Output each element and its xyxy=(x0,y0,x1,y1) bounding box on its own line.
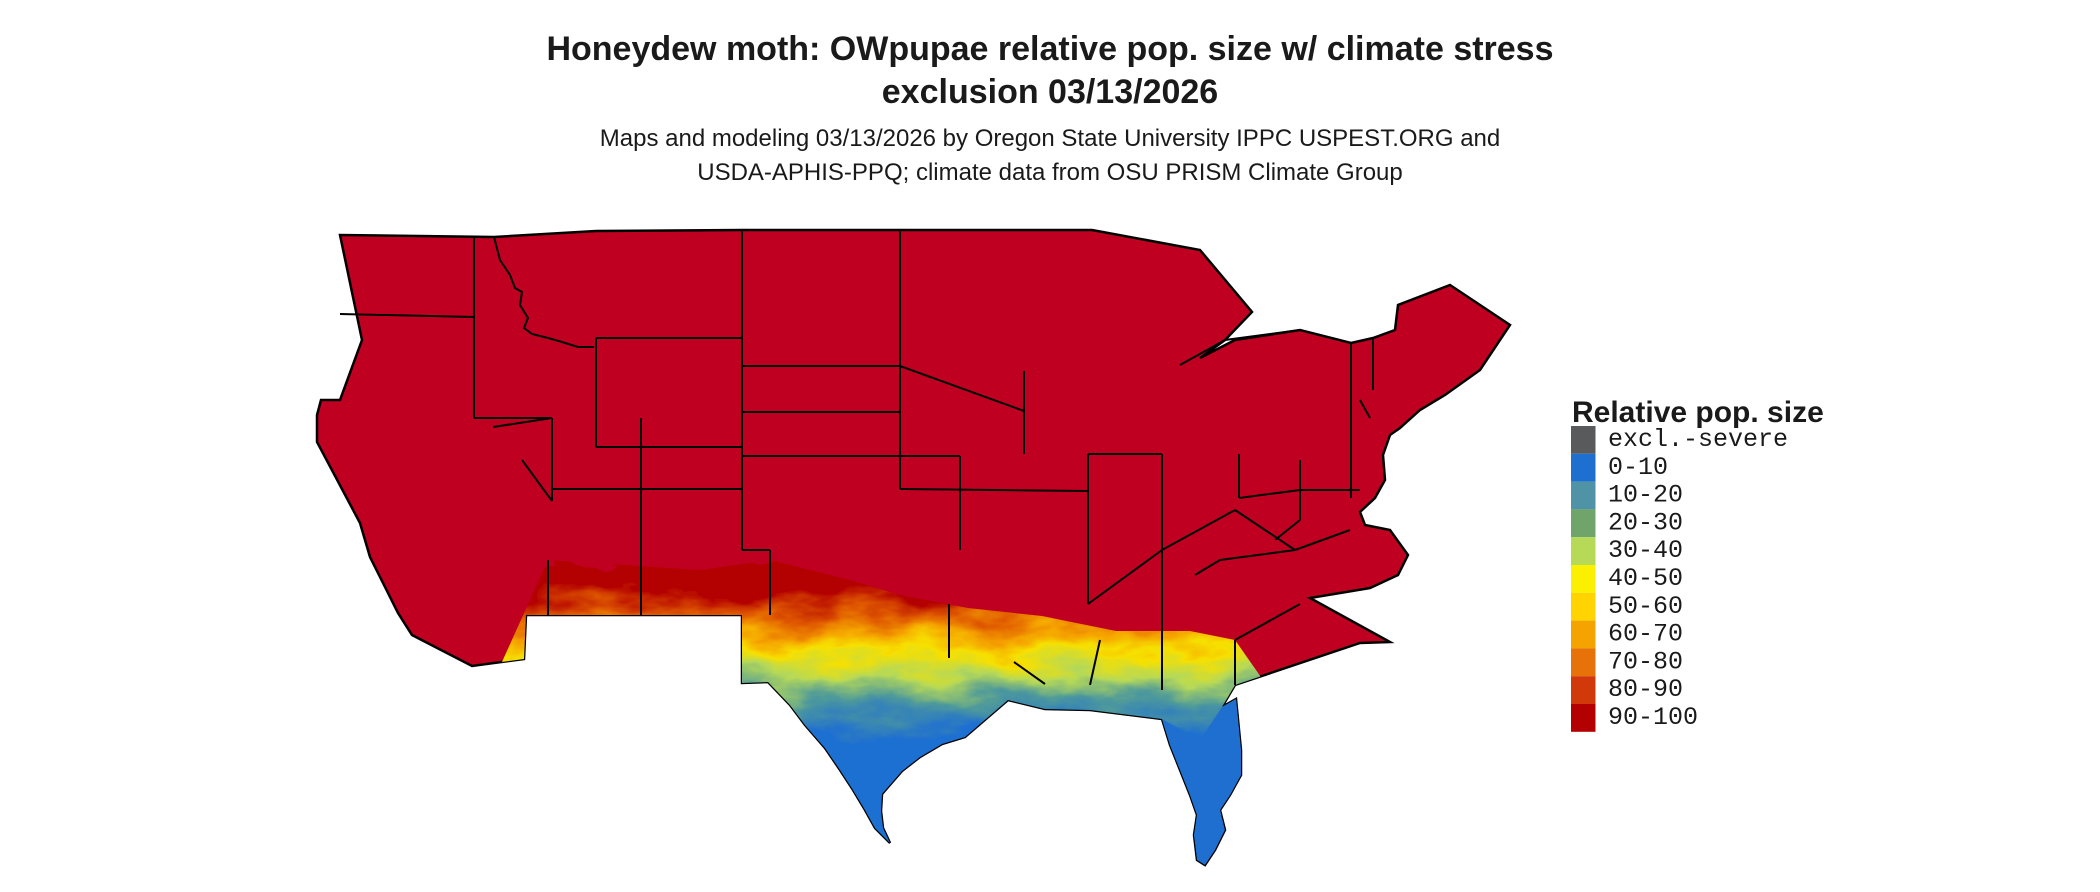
svg-text:70-80: 70-80 xyxy=(1608,647,1683,676)
svg-text:50-60: 50-60 xyxy=(1608,592,1683,621)
svg-text:excl.-severe: excl.-severe xyxy=(1608,425,1788,454)
svg-text:60-70: 60-70 xyxy=(1608,620,1683,649)
svg-text:10-20: 10-20 xyxy=(1608,481,1683,510)
svg-text:20-30: 20-30 xyxy=(1608,508,1683,537)
svg-text:30-40: 30-40 xyxy=(1608,536,1683,565)
svg-text:80-90: 80-90 xyxy=(1608,675,1683,704)
svg-text:0-10: 0-10 xyxy=(1608,453,1668,482)
svg-text:40-50: 40-50 xyxy=(1608,564,1683,593)
svg-text:90-100: 90-100 xyxy=(1608,703,1698,732)
